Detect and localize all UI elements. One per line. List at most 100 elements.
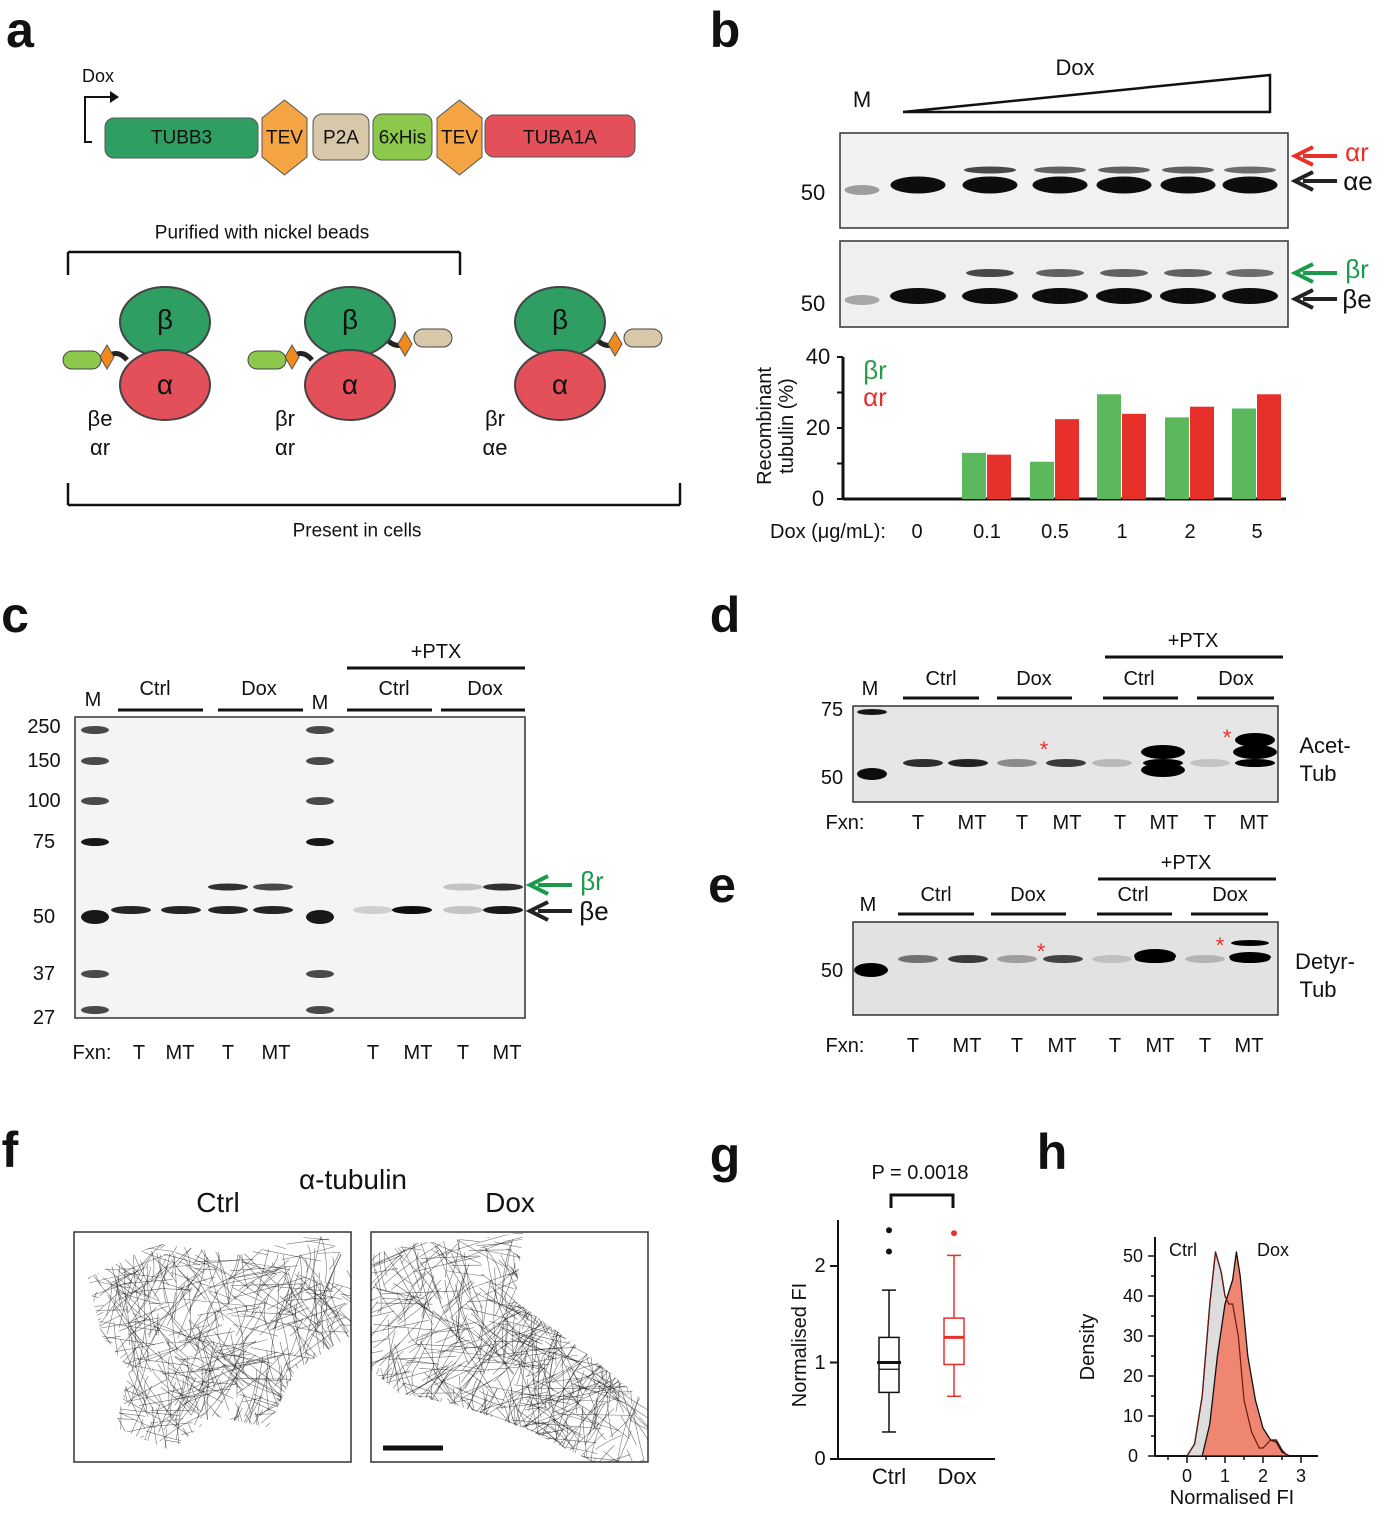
microtubule: [199, 1369, 241, 1419]
microtubule: [125, 1386, 146, 1429]
panel-label-c: c: [1, 587, 29, 643]
blot-label-1: Detyr-: [1295, 949, 1355, 974]
microtubule: [482, 1245, 502, 1278]
microtubule: [466, 1318, 514, 1347]
microtubule: [568, 1390, 606, 1441]
density-Dox: [1201, 1251, 1291, 1457]
band: [1162, 166, 1214, 174]
mw-label: 150: [27, 750, 61, 772]
microtubule: [152, 1368, 169, 1389]
microtubule: [120, 1338, 155, 1411]
present-label: Present in cells: [292, 520, 422, 542]
microtubule: [277, 1271, 286, 1292]
beta-r-band: [443, 883, 483, 891]
microtubule: [481, 1302, 518, 1348]
microtubule: [420, 1255, 479, 1259]
microtubule: [437, 1338, 483, 1355]
microtubule: [371, 1254, 404, 1302]
complex-alpha-type: αr: [89, 435, 111, 460]
microtubule: [117, 1278, 142, 1327]
microtubule: [416, 1252, 423, 1276]
microtubule: [606, 1395, 613, 1438]
microtubule: [221, 1339, 268, 1356]
microtubule: [468, 1249, 513, 1251]
microtubule: [195, 1254, 263, 1299]
microtubule: [168, 1367, 234, 1399]
microtubule: [203, 1307, 222, 1343]
microtubule: [250, 1281, 312, 1331]
microtubule: [428, 1314, 448, 1322]
mw-label: 37: [32, 963, 56, 985]
box-Dox: [943, 1317, 965, 1366]
microtubule: [538, 1355, 540, 1427]
microtubule: [626, 1449, 643, 1462]
microtubule: [405, 1259, 438, 1300]
band: [111, 906, 151, 914]
microtubule: [414, 1256, 481, 1273]
tev-tag: [397, 331, 413, 357]
microtubule: [139, 1260, 144, 1282]
microtubule: [87, 1331, 155, 1345]
microtubule: [526, 1398, 584, 1439]
construct-tuba1a: [484, 114, 636, 158]
microtubule: [313, 1248, 319, 1328]
y-tick-label: 0: [811, 486, 825, 511]
microtubule: [269, 1319, 326, 1334]
ladder-band: [81, 910, 109, 924]
construct-tev: [261, 99, 308, 176]
mw-label: 50: [820, 767, 844, 789]
x-tick-label: 0.1: [973, 521, 1001, 543]
microtubule: [270, 1288, 290, 1357]
blot-label-2: Tub: [1299, 761, 1337, 786]
beta-r-arrow: [525, 874, 572, 896]
microtubule: [288, 1294, 309, 1357]
tev-tag: [607, 331, 623, 357]
bar-βr-1: [1097, 394, 1121, 499]
microtubule: [434, 1245, 461, 1310]
ladder-band: [306, 797, 334, 805]
band: [1141, 763, 1185, 777]
microtubule: [524, 1406, 547, 1410]
microtubule: [305, 1292, 342, 1300]
microtubule: [494, 1263, 516, 1317]
microtubule: [175, 1252, 226, 1275]
microtubule: [185, 1460, 192, 1515]
mw-label: 75: [820, 699, 844, 721]
legend-beta-r: βr: [863, 355, 887, 385]
microtubule: [580, 1454, 631, 1462]
microtubule: [403, 1271, 426, 1310]
microtubule: [507, 1353, 529, 1357]
microtubule: [371, 1370, 411, 1386]
alpha-label: α: [341, 369, 359, 400]
microtubule: [158, 1402, 172, 1433]
microtubule: [135, 1460, 167, 1515]
microtubule: [146, 1263, 158, 1336]
microtubule: [541, 1318, 566, 1358]
band: [1160, 176, 1216, 194]
microtubule: [490, 1285, 537, 1335]
microtubule: [143, 1284, 150, 1362]
series-label-Dox: Dox: [1256, 1240, 1290, 1260]
alpha-e-label: αe: [1343, 166, 1373, 196]
microtubule: [578, 1457, 596, 1462]
microtubule: [130, 1271, 161, 1324]
microtubule: [311, 1275, 351, 1343]
microtubule: [554, 1388, 575, 1442]
mw-label: 100: [27, 790, 61, 812]
microtubule: [471, 1378, 478, 1409]
x-axis-label: Normalised FI: [1169, 1487, 1295, 1509]
microtubule: [628, 1397, 641, 1437]
microtubule: [43, 1238, 75, 1267]
microtubule: [238, 1340, 257, 1358]
ladder-band: [857, 709, 887, 715]
marker-label: M: [861, 678, 879, 700]
microtubule: [459, 1371, 506, 1400]
microtubule: [513, 1324, 521, 1356]
ctrl-header: Ctrl: [920, 884, 952, 906]
microtubule: [128, 1387, 183, 1402]
band: [1222, 176, 1278, 194]
microtubule: [455, 1280, 473, 1299]
microtubule: [131, 1337, 144, 1372]
microtubule: [514, 1333, 546, 1353]
microtubule: [213, 1351, 272, 1364]
